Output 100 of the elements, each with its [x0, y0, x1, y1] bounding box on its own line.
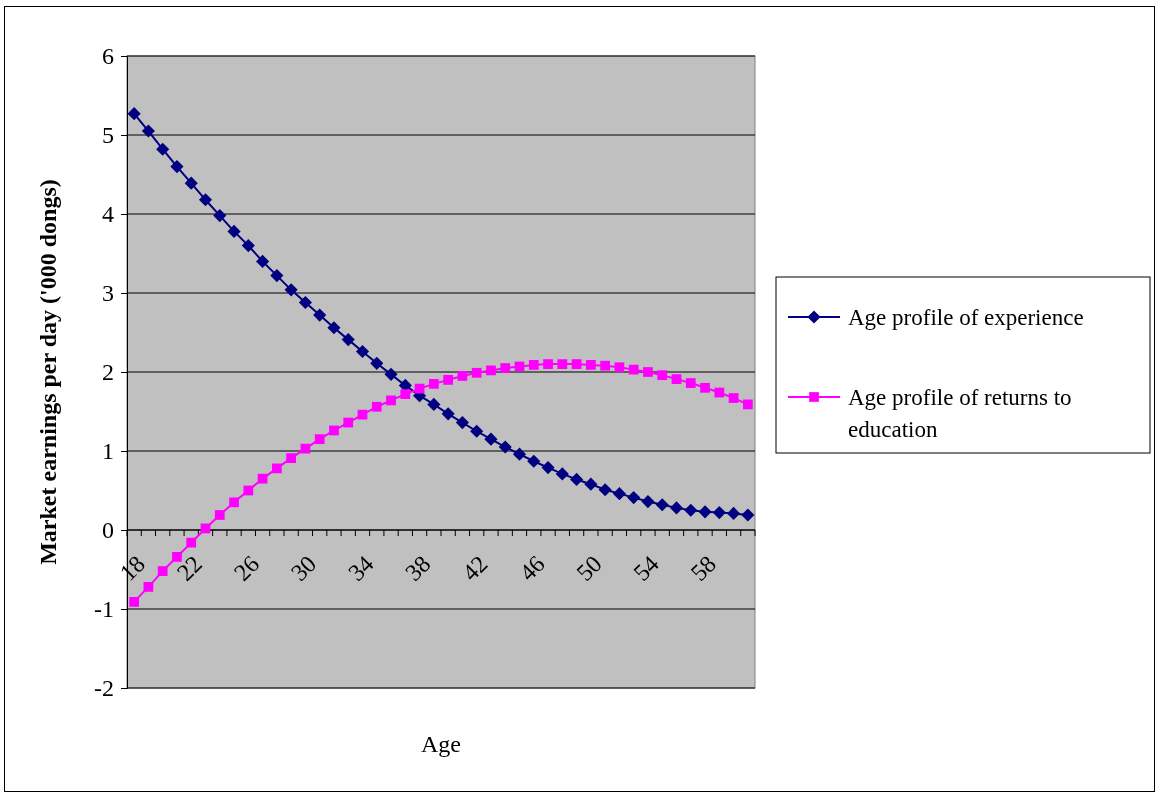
point — [256, 254, 270, 268]
point — [157, 566, 168, 576]
point — [427, 397, 441, 411]
point — [257, 473, 268, 484]
point — [170, 160, 184, 174]
point — [470, 424, 484, 438]
point — [229, 497, 239, 508]
point — [270, 269, 284, 283]
y-tick-label: -1 — [94, 596, 114, 623]
point — [669, 501, 684, 515]
point — [127, 107, 141, 121]
point — [728, 393, 739, 403]
x-tick-label: 42 — [457, 550, 493, 586]
point — [186, 537, 197, 548]
point — [698, 505, 712, 519]
point — [627, 491, 641, 505]
point — [527, 454, 541, 468]
point — [557, 359, 568, 369]
point — [486, 365, 496, 376]
point — [129, 597, 140, 607]
y-tick-label: 0 — [102, 517, 114, 544]
point — [443, 375, 454, 385]
point — [184, 176, 198, 190]
point — [484, 432, 498, 446]
point — [371, 401, 382, 412]
point — [714, 387, 725, 398]
point — [600, 360, 611, 371]
point — [298, 295, 312, 310]
point — [528, 360, 539, 370]
point — [657, 370, 668, 381]
x-tick-label: 46 — [514, 550, 550, 586]
point — [286, 453, 297, 463]
x-tick-label: 58 — [685, 550, 721, 586]
point — [441, 407, 455, 421]
point — [570, 472, 584, 487]
point — [213, 209, 227, 223]
point — [727, 506, 741, 520]
point — [143, 582, 154, 592]
point — [271, 463, 282, 474]
point — [643, 367, 653, 377]
point — [384, 367, 398, 381]
point — [671, 374, 682, 384]
y-tick-label: -2 — [94, 675, 114, 702]
point — [614, 362, 625, 373]
y-tick-label: 2 — [102, 359, 114, 386]
point — [742, 399, 753, 410]
point — [612, 487, 626, 501]
point — [628, 364, 639, 375]
point — [141, 124, 155, 138]
point — [571, 359, 582, 369]
x-tick-label: 22 — [171, 550, 208, 586]
point — [313, 308, 327, 322]
point — [543, 359, 553, 369]
point — [370, 356, 384, 370]
point — [314, 434, 325, 445]
x-tick-label: 54 — [628, 550, 664, 586]
y-tick-label: 4 — [102, 201, 114, 228]
point — [455, 415, 469, 430]
point — [341, 333, 355, 347]
x-tick-label: 30 — [285, 550, 322, 586]
point — [500, 363, 511, 373]
point — [655, 498, 669, 512]
x-tick-label: 34 — [343, 550, 379, 586]
point — [684, 503, 698, 517]
point — [214, 510, 225, 520]
legend-label: Age profile of returns to education — [848, 385, 1072, 442]
point — [512, 447, 527, 461]
point — [428, 378, 439, 389]
point — [700, 382, 710, 393]
point — [243, 485, 254, 496]
point — [712, 506, 726, 520]
x-tick-label: 18 — [114, 550, 151, 586]
point — [541, 461, 555, 475]
y-tick-label: 6 — [102, 43, 114, 70]
point — [329, 425, 339, 436]
point — [585, 360, 596, 370]
point — [741, 508, 755, 522]
point — [355, 344, 370, 359]
point — [498, 440, 512, 454]
point — [598, 483, 612, 497]
y-tick-label: 1 — [102, 438, 114, 465]
x-axis-title: Age — [421, 731, 461, 757]
point — [327, 321, 341, 335]
x-tick-label: 26 — [228, 550, 265, 586]
point — [241, 239, 255, 253]
point — [471, 367, 482, 378]
point — [457, 371, 468, 381]
point — [343, 417, 354, 428]
point — [198, 193, 213, 207]
point — [357, 409, 368, 420]
point — [641, 494, 655, 509]
point — [555, 467, 569, 481]
legend-label: Age profile of experience — [848, 305, 1084, 330]
point — [584, 477, 598, 491]
x-tick-label: 38 — [400, 550, 436, 586]
point — [685, 378, 696, 388]
y-tick-label: 5 — [102, 122, 114, 149]
y-tick-label: 3 — [102, 280, 114, 307]
y-axis-title: Market earnings per day ('000 dongs) — [35, 179, 61, 565]
point — [400, 389, 411, 399]
